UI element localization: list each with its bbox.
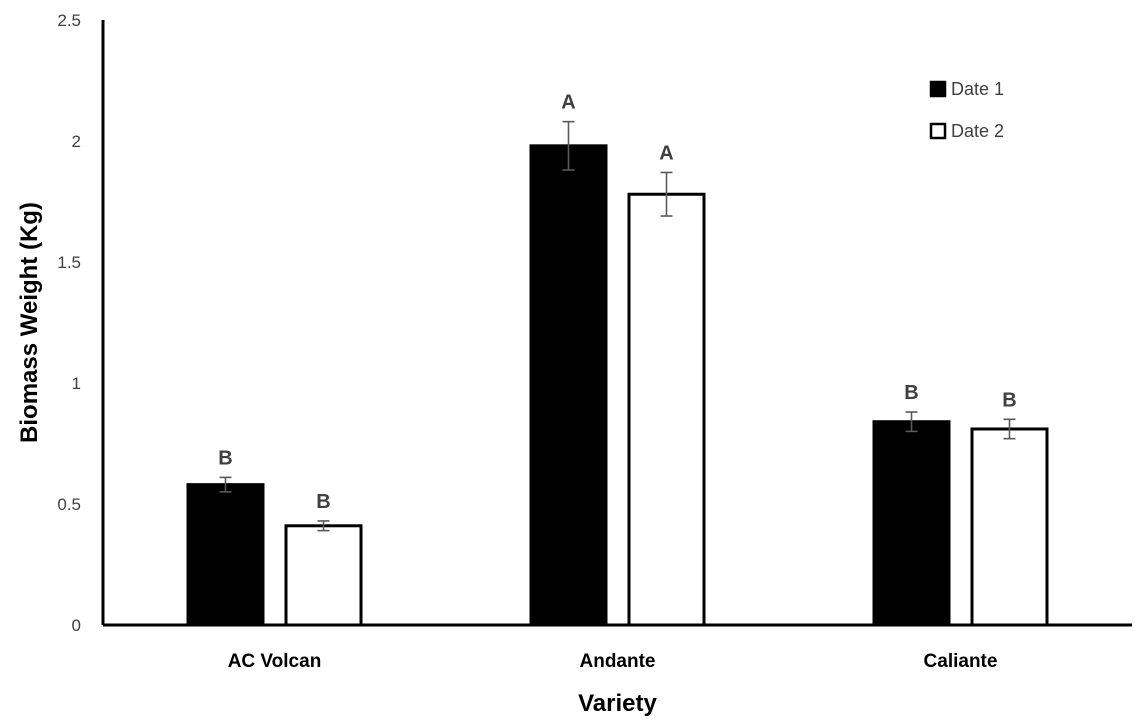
significance-letter: A bbox=[659, 142, 673, 164]
y-tick-labels: 0 0.5 1 1.5 2 2.5 bbox=[57, 11, 81, 635]
y-tick-label: 0 bbox=[72, 616, 81, 635]
y-tick-label: 0.5 bbox=[57, 495, 81, 514]
x-category-label: Caliante bbox=[924, 651, 998, 672]
x-axis-title: Variety bbox=[578, 690, 657, 717]
bar-ac-volcan-date-1 bbox=[186, 483, 265, 627]
x-category-labels: AC Volcan Andante Caliante bbox=[228, 651, 998, 672]
y-tick-label: 1.5 bbox=[57, 253, 81, 272]
significance-letter: B bbox=[316, 491, 330, 513]
significance-letter: B bbox=[904, 382, 918, 404]
y-tick-label: 2.5 bbox=[57, 11, 81, 30]
significance-letters-layer: B B A A B B bbox=[218, 92, 1016, 513]
bar-caliante-date-2 bbox=[970, 427, 1049, 627]
legend-swatch-date-2 bbox=[929, 122, 947, 140]
bar-andante-date-2 bbox=[627, 192, 706, 627]
y-tick-label: 1 bbox=[72, 374, 81, 393]
significance-letter: B bbox=[218, 447, 232, 469]
bar-andante-date-1 bbox=[529, 144, 608, 627]
x-category-label: Andante bbox=[580, 651, 656, 672]
legend-swatch-date-1 bbox=[929, 80, 947, 98]
bar-ac-volcan-date-2 bbox=[284, 524, 363, 627]
legend-label: Date 1 bbox=[951, 79, 1004, 99]
significance-letter: B bbox=[1002, 389, 1016, 411]
y-tick-label: 2 bbox=[72, 132, 81, 151]
y-axis-title: Biomass Weight (Kg) bbox=[16, 202, 43, 443]
bar-caliante-date-1 bbox=[872, 420, 951, 627]
significance-letter: A bbox=[561, 92, 575, 114]
legend: Date 1 Date 2 bbox=[929, 79, 1004, 141]
x-category-label: AC Volcan bbox=[228, 651, 322, 672]
error-bars-layer bbox=[219, 120, 1016, 532]
legend-label: Date 2 bbox=[951, 121, 1004, 141]
